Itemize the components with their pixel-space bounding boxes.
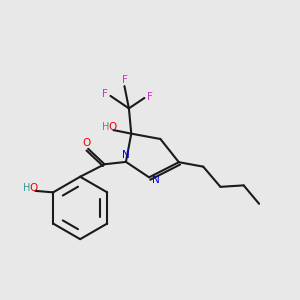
- Text: F: F: [122, 75, 128, 85]
- Text: N: N: [122, 150, 130, 161]
- Text: O: O: [109, 122, 117, 132]
- Text: O: O: [30, 184, 38, 194]
- Text: F: F: [147, 92, 153, 101]
- Text: O: O: [82, 139, 91, 148]
- Text: F: F: [102, 89, 108, 99]
- Text: H: H: [23, 184, 30, 194]
- Text: N: N: [152, 175, 160, 185]
- Text: H: H: [102, 122, 109, 132]
